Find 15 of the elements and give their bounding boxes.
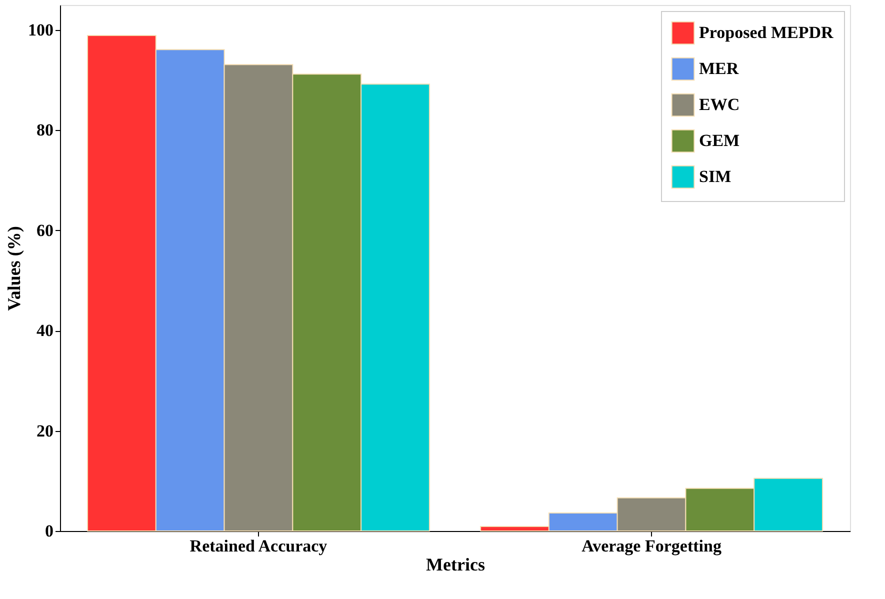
x-tick-label: Retained Accuracy	[190, 536, 328, 556]
legend-label: EWC	[699, 95, 740, 114]
x-tick-label: Average Forgetting	[582, 536, 722, 556]
y-tick-label: 100	[28, 20, 54, 40]
y-tick-label: 40	[36, 321, 54, 340]
legend-label: MER	[699, 59, 740, 78]
legend-label: SIM	[699, 167, 732, 186]
y-axis-title: Values (%)	[4, 226, 24, 311]
y-tick-label: 20	[36, 421, 54, 440]
legend-label: GEM	[699, 131, 740, 150]
legend-label: Proposed MEPDR	[699, 23, 834, 42]
y-tick-label: 80	[36, 120, 54, 140]
y-tick-label: 0	[45, 522, 54, 540]
y-tick-label: 60	[36, 220, 54, 240]
x-axis-title: Metrics	[426, 554, 485, 574]
